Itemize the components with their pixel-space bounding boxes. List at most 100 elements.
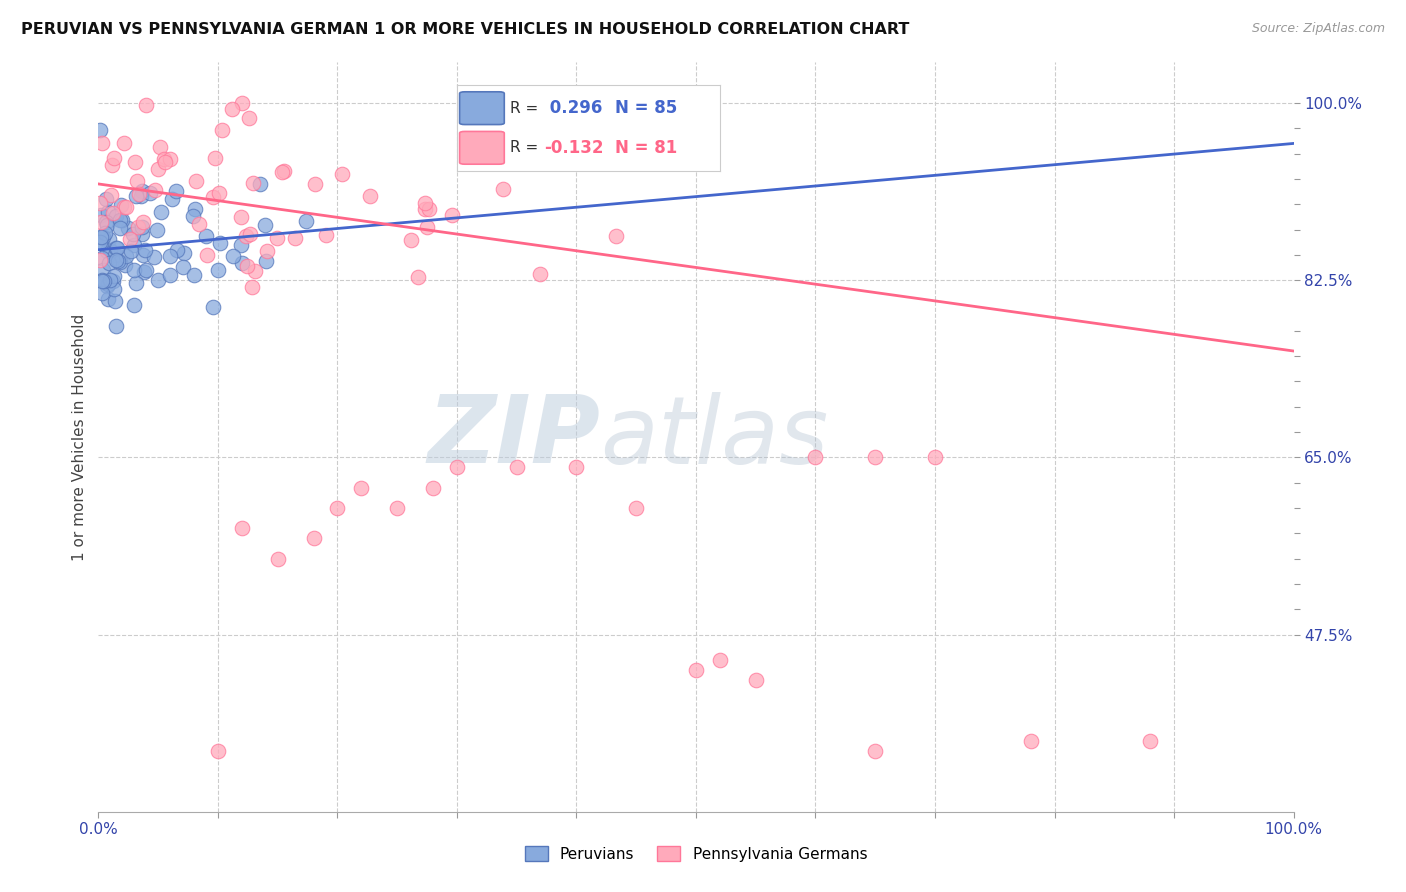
Point — [418, 202, 440, 217]
Point — [254, 254, 277, 268]
Point — [165, 184, 187, 198]
Point — [104, 248, 127, 262]
Point — [330, 167, 353, 181]
Point — [172, 260, 194, 274]
Point — [93, 275, 115, 289]
Point — [160, 193, 183, 207]
Point — [120, 244, 142, 259]
Text: PERUVIAN VS PENNSYLVANIA GERMAN 1 OR MORE VEHICLES IN HOUSEHOLD CORRELATION CHAR: PERUVIAN VS PENNSYLVANIA GERMAN 1 OR MOR… — [21, 22, 910, 37]
Point — [96, 218, 118, 232]
Point — [89, 252, 111, 267]
Point — [131, 215, 153, 229]
Point — [249, 177, 271, 191]
Point — [166, 243, 188, 257]
Point — [90, 230, 112, 244]
Point — [159, 249, 181, 263]
Point — [709, 653, 731, 667]
Point — [112, 200, 135, 214]
Point — [124, 154, 146, 169]
Point — [150, 205, 173, 219]
Point — [359, 189, 381, 203]
Point — [103, 269, 125, 284]
Point — [492, 182, 515, 196]
Point — [90, 215, 112, 229]
Point — [91, 230, 114, 244]
Point — [211, 122, 233, 136]
Point — [239, 227, 262, 241]
Point — [254, 218, 277, 232]
Point — [159, 268, 181, 282]
Point — [195, 229, 218, 244]
Point — [146, 162, 169, 177]
Point — [125, 189, 148, 203]
Point — [1139, 734, 1161, 748]
Point — [506, 460, 529, 475]
Point — [103, 151, 125, 165]
Point — [105, 241, 128, 255]
Point — [114, 258, 136, 272]
Point — [173, 246, 195, 260]
Point — [97, 292, 120, 306]
Y-axis label: 1 or more Vehicles in Household: 1 or more Vehicles in Household — [72, 313, 87, 561]
Point — [221, 249, 243, 263]
Point — [187, 218, 209, 232]
Point — [98, 232, 121, 246]
Point — [565, 460, 588, 475]
Point — [183, 209, 205, 223]
Point — [105, 253, 128, 268]
Point — [626, 500, 648, 515]
Point — [202, 300, 225, 314]
Point — [135, 263, 157, 277]
Point — [924, 450, 946, 465]
Point — [529, 268, 551, 282]
Point — [131, 188, 153, 202]
Point — [127, 173, 149, 187]
Point — [143, 183, 166, 197]
Point — [183, 202, 205, 217]
Point — [142, 250, 165, 264]
Point — [304, 177, 326, 191]
Point — [804, 450, 827, 465]
Point — [195, 248, 218, 262]
Point — [104, 209, 127, 223]
Point — [101, 158, 124, 172]
Point — [302, 532, 325, 546]
Point — [221, 102, 243, 116]
Point — [90, 274, 112, 288]
Point — [94, 215, 117, 229]
Point — [89, 235, 111, 249]
Point — [110, 255, 132, 269]
Point — [273, 164, 295, 178]
Point — [148, 273, 170, 287]
Point — [112, 136, 135, 151]
Point — [117, 221, 139, 235]
Point — [146, 223, 169, 237]
Point — [90, 252, 112, 266]
Point — [134, 243, 156, 257]
Point — [122, 227, 145, 242]
Point — [91, 262, 114, 277]
Point — [208, 186, 231, 201]
Point — [399, 234, 422, 248]
Text: atlas: atlas — [600, 392, 828, 483]
Point — [229, 237, 252, 252]
Point — [153, 152, 176, 166]
Point — [101, 274, 124, 288]
Point — [89, 196, 111, 211]
Point — [159, 152, 181, 166]
Point — [131, 184, 153, 198]
Legend: Peruvians, Pennsylvania Germans: Peruvians, Pennsylvania Germans — [519, 839, 873, 868]
Point — [153, 154, 176, 169]
Point — [139, 186, 162, 201]
Point — [685, 663, 707, 677]
Point — [96, 278, 118, 293]
Point — [315, 227, 337, 242]
Point — [207, 263, 229, 277]
Point — [97, 256, 120, 270]
Point — [94, 192, 117, 206]
Point — [209, 236, 232, 251]
Point — [91, 273, 114, 287]
Point — [413, 202, 436, 216]
Point — [865, 450, 887, 465]
Point — [243, 264, 266, 278]
